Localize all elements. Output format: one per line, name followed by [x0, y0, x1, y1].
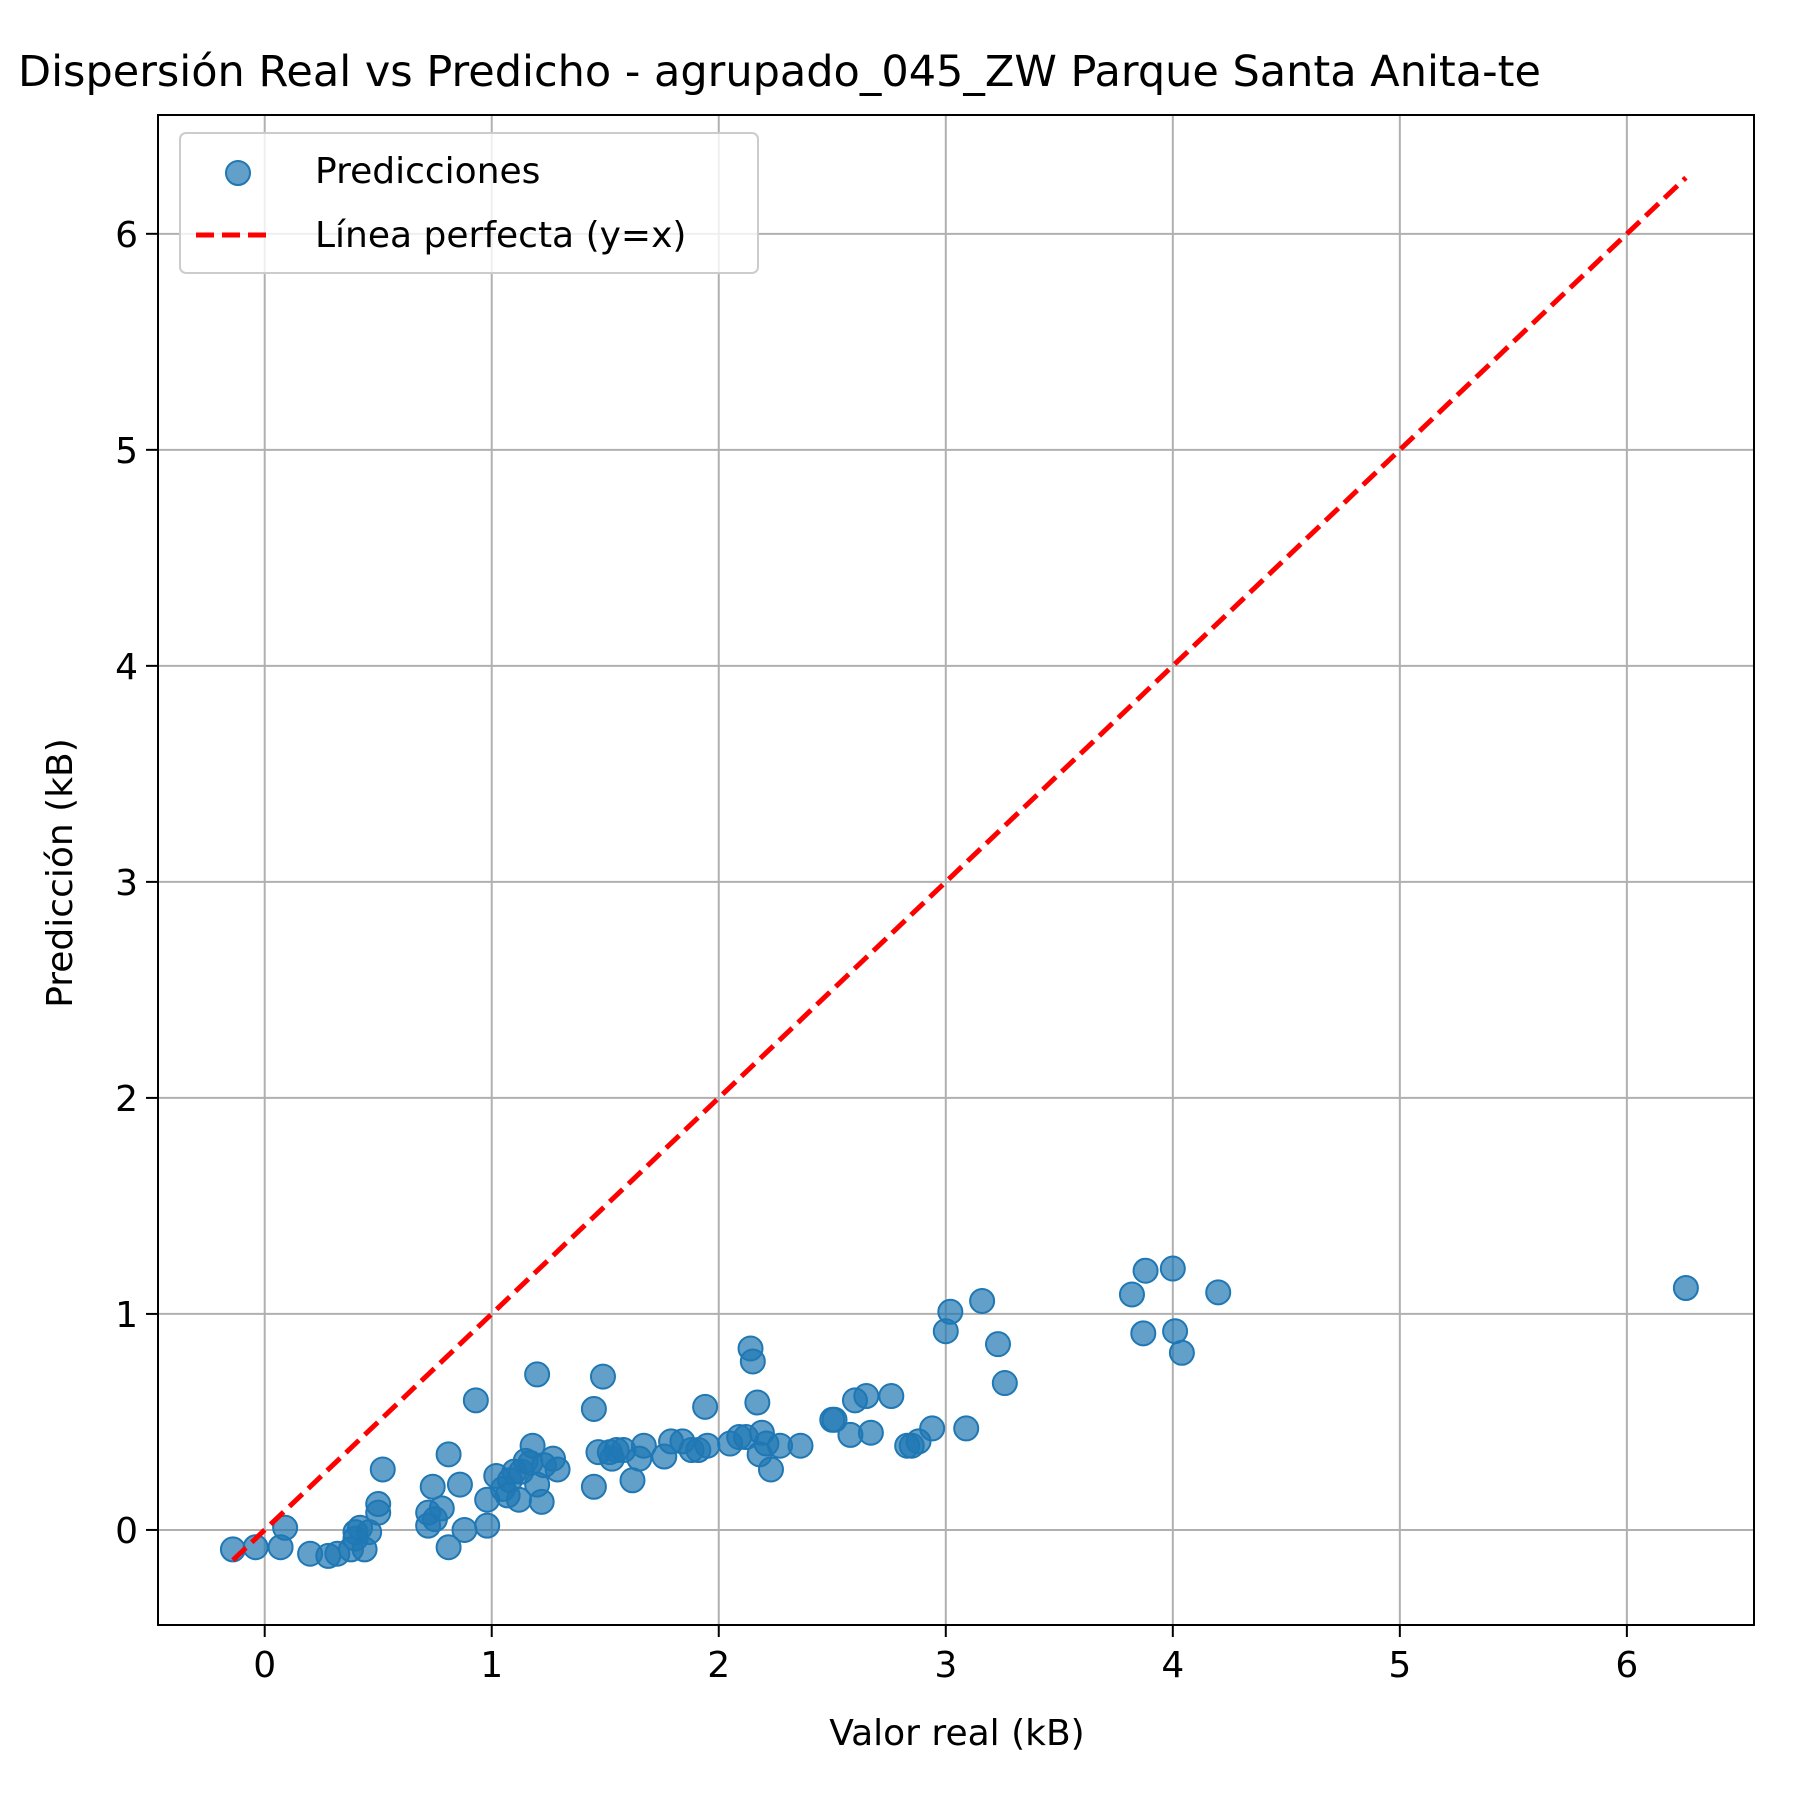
y-tick-label: 0	[115, 1511, 138, 1552]
data-point	[428, 1495, 455, 1522]
chart-title: Dispersión Real vs Predicho - agrupado_0…	[18, 47, 1541, 97]
data-point	[272, 1514, 299, 1541]
y-tick-label: 1	[115, 1295, 138, 1336]
data-point	[1132, 1257, 1159, 1284]
legend-marker-predicciones	[225, 160, 251, 186]
perfect-line-group	[231, 175, 1688, 1563]
data-point	[528, 1488, 555, 1515]
data-point	[1162, 1318, 1189, 1345]
legend-label-predicciones: Predicciones	[315, 151, 540, 192]
data-point	[937, 1298, 964, 1325]
y-axis-ticks: 0 1 2 3 4 5 6	[115, 215, 158, 1552]
x-axis-label: Valor real (kB)	[829, 1713, 1084, 1754]
data-point	[1130, 1320, 1157, 1347]
data-point	[435, 1534, 462, 1561]
data-point	[1205, 1279, 1232, 1306]
data-point	[821, 1406, 848, 1433]
data-point	[619, 1467, 646, 1494]
data-point	[694, 1432, 721, 1459]
data-point	[369, 1456, 396, 1483]
y-axis-label: Predicción (kB)	[40, 738, 81, 1008]
data-point	[969, 1287, 996, 1314]
data-point	[1118, 1281, 1145, 1308]
y-tick-label: 5	[115, 431, 138, 472]
y-tick-label: 3	[115, 863, 138, 904]
data-point	[1159, 1255, 1186, 1282]
data-point	[857, 1419, 884, 1446]
data-point	[692, 1393, 719, 1420]
data-point	[462, 1387, 489, 1414]
data-point	[1168, 1339, 1195, 1366]
data-point	[739, 1348, 766, 1375]
x-tick-label: 5	[1388, 1645, 1411, 1686]
data-point	[519, 1432, 546, 1459]
data-point	[953, 1415, 980, 1442]
x-tick-label: 2	[707, 1645, 730, 1686]
data-point	[524, 1361, 551, 1388]
data-point	[787, 1432, 814, 1459]
plot-frame	[157, 114, 1755, 1626]
data-point	[630, 1432, 657, 1459]
data-point	[1672, 1275, 1699, 1302]
data-point	[878, 1383, 905, 1410]
x-tick-label: 0	[253, 1645, 276, 1686]
data-point	[744, 1389, 771, 1416]
data-point	[589, 1363, 616, 1390]
data-point	[919, 1415, 946, 1442]
data-point	[853, 1383, 880, 1410]
legend-box	[179, 132, 759, 274]
data-point	[985, 1331, 1011, 1358]
x-axis-ticks: 0 1 2 3 4 5 6	[253, 1625, 1638, 1686]
legend-label-perfect-line: Línea perfecta (y=x)	[315, 215, 686, 256]
data-point	[474, 1512, 501, 1539]
data-point	[544, 1456, 571, 1483]
data-point	[435, 1441, 462, 1468]
legend: Predicciones Línea perfecta (y=x)	[179, 132, 759, 274]
y-tick-label: 6	[115, 215, 138, 256]
y-tick-label: 4	[115, 647, 138, 688]
perfect-line	[231, 175, 1688, 1563]
x-tick-label: 6	[1615, 1645, 1638, 1686]
data-point	[419, 1473, 446, 1500]
x-tick-label: 4	[1161, 1645, 1184, 1686]
data-point	[451, 1516, 478, 1543]
prediction-points	[219, 1255, 1699, 1569]
data-point	[580, 1395, 607, 1422]
data-point	[446, 1471, 473, 1498]
data-point	[991, 1370, 1018, 1397]
data-point	[580, 1473, 607, 1500]
x-tick-label: 1	[480, 1645, 503, 1686]
data-point	[757, 1456, 784, 1483]
data-point	[365, 1491, 392, 1518]
y-tick-label: 2	[115, 1079, 138, 1120]
x-tick-label: 3	[934, 1645, 957, 1686]
